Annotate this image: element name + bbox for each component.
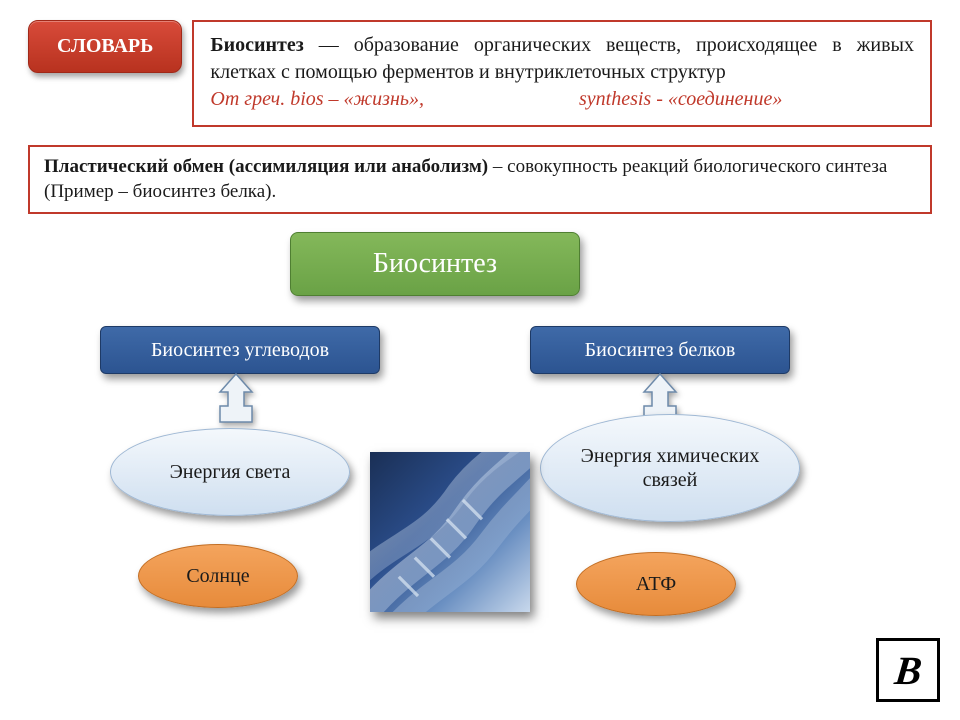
left-branch-title: Биосинтез углеводов xyxy=(100,326,380,374)
definition-dash: — xyxy=(304,34,354,56)
dna-image xyxy=(370,452,530,612)
definition-box: Биосинтез — образование органических вещ… xyxy=(192,20,932,127)
etymology: От греч. bios – «жизнь», synthesis - «со… xyxy=(210,88,782,110)
etymology-suffix: synthesis - «соединение» xyxy=(579,88,782,110)
root-node: Биосинтез xyxy=(290,232,580,296)
right-source-node: АТФ xyxy=(576,552,736,616)
badge-text: В xyxy=(892,647,924,694)
right-branch-title: Биосинтез белков xyxy=(530,326,790,374)
left-energy-node: Энергия света xyxy=(110,428,350,516)
right-energy-node: Энергия химических связей xyxy=(540,414,800,522)
subdefinition-term: Пластический обмен (ассимиляция или анаб… xyxy=(44,156,488,177)
diagram: Биосинтез Биосинтез углеводов Биосинтез … xyxy=(0,214,960,654)
definition-term: Биосинтез xyxy=(210,34,303,56)
arrow-up-icon xyxy=(216,372,256,424)
left-source-node: Солнце xyxy=(138,544,298,608)
dictionary-badge: СЛОВАРЬ xyxy=(28,20,182,73)
subdefinition-box: Пластический обмен (ассимиляция или анаб… xyxy=(28,145,932,214)
etymology-prefix: От греч. bios – «жизнь», xyxy=(210,88,424,110)
corner-badge: В xyxy=(876,638,940,702)
